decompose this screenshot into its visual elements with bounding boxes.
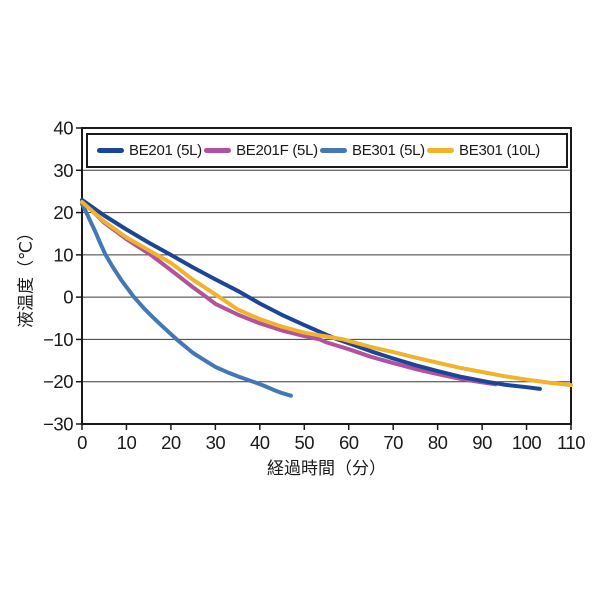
y-tick-label: −10: [43, 329, 73, 350]
y-tick-label: 30: [53, 160, 73, 181]
y-tick-label: −30: [43, 414, 73, 435]
x-axis-title: 経過時間（分）: [267, 459, 386, 478]
y-tick-label: 20: [53, 202, 73, 223]
x-tick-label: 30: [206, 432, 226, 453]
legend-item: BE201F (5L): [204, 142, 318, 159]
legend-swatch: [319, 148, 347, 153]
legend-label: BE201F (5L): [236, 142, 318, 159]
x-tick-label: 20: [161, 432, 181, 453]
curve-BE201 (5L): [80, 197, 542, 391]
axis-ticks: [76, 127, 572, 430]
legend-swatch: [427, 148, 455, 153]
x-tick-label: 110: [557, 432, 585, 453]
x-tick-label: 10: [117, 432, 137, 453]
gridlines: [82, 169, 571, 383]
curve-BE301 (10L): [80, 200, 573, 388]
y-tick-label: 10: [53, 244, 73, 265]
y-tick-label: −20: [43, 371, 73, 392]
x-tick-label: 80: [428, 432, 448, 453]
x-tick-label: 50: [294, 432, 314, 453]
curve-BE201F (5L): [80, 198, 498, 387]
legend-item: BE201 (5L): [97, 142, 202, 159]
legend-label: BE301 (5L): [351, 142, 425, 159]
x-tick-label: 100: [512, 432, 542, 453]
y-tick-label: 40: [53, 118, 73, 139]
legend-item: BE301 (5L): [319, 142, 425, 159]
x-tick-label: 70: [383, 432, 403, 453]
x-tick-label: 40: [250, 432, 270, 453]
x-tick-label: 60: [339, 432, 359, 453]
legend-item: BE301 (10L): [427, 142, 540, 159]
legend-swatch: [204, 148, 232, 153]
x-tick-labels: 0 10 20 30 40 50 60 70 80 90 100 110: [77, 432, 586, 453]
legend-label: BE201 (5L): [129, 142, 202, 159]
plot-border: [81, 127, 572, 425]
data-curves: [80, 197, 573, 398]
legend-label: BE301 (10L): [459, 142, 540, 159]
x-tick-label: 90: [472, 432, 492, 453]
y-axis-title: 液温度（℃）: [16, 223, 36, 329]
x-tick-label: 0: [77, 432, 87, 453]
legend: BE201 (5L) BE201F (5L) BE301 (5L) BE301 (10…: [86, 133, 568, 168]
legend-swatch: [97, 148, 124, 153]
curve-BE301 (5L): [80, 202, 293, 398]
y-tick-labels: 40 30 20 10 0 −10 −20 −30: [43, 118, 74, 435]
y-tick-label: 0: [63, 287, 73, 308]
